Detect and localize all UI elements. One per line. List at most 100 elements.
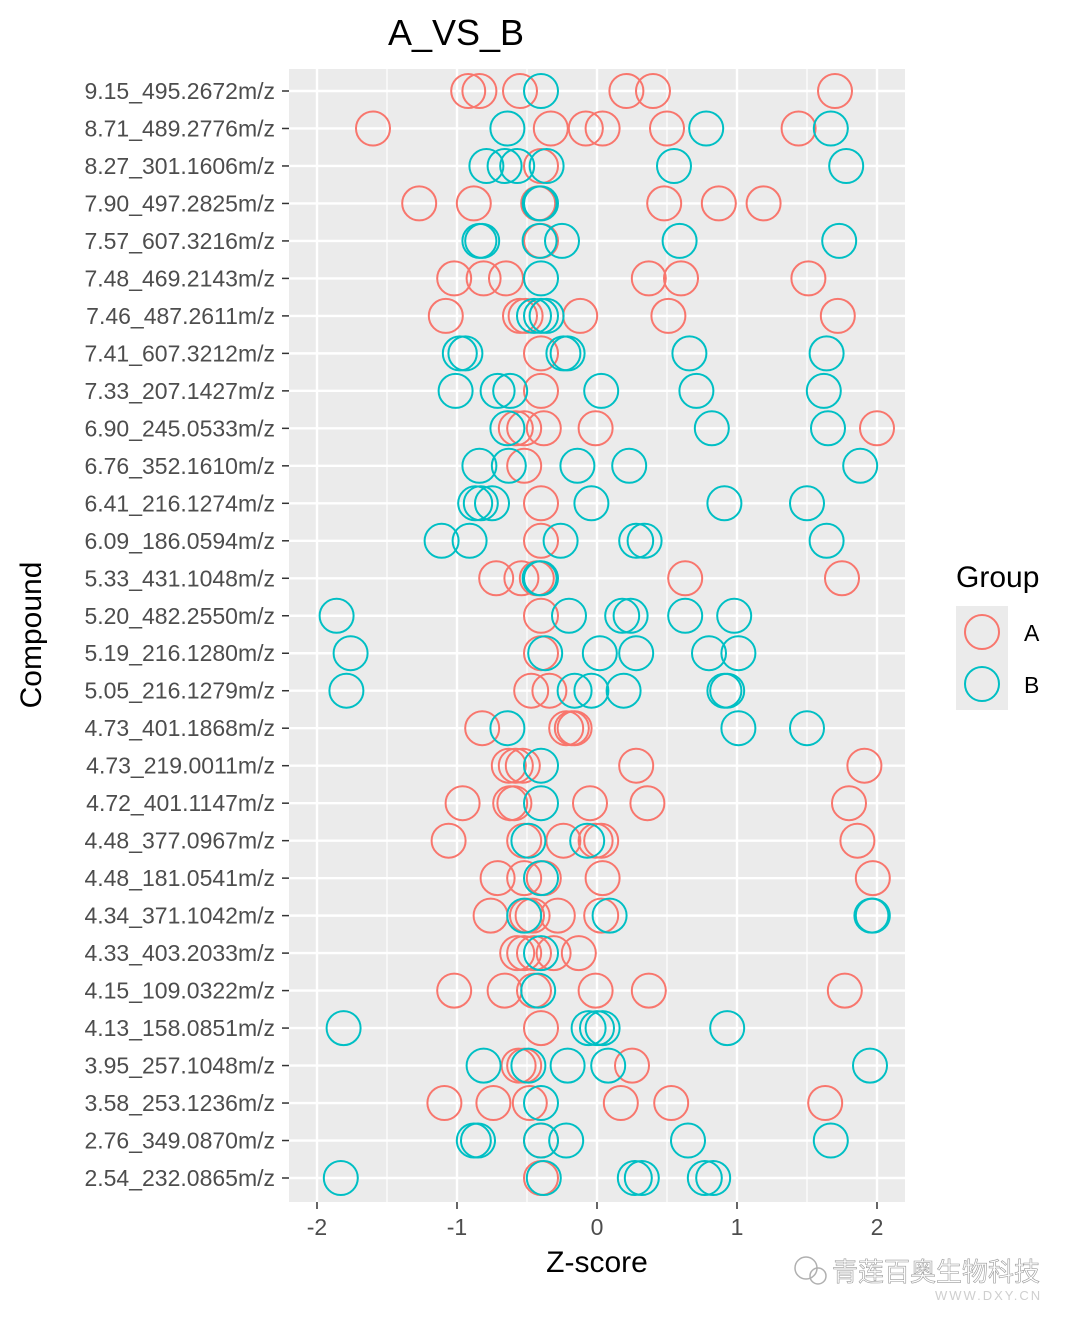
point-b bbox=[523, 935, 559, 972]
point-b bbox=[521, 222, 558, 259]
point-b bbox=[618, 635, 655, 672]
point-a bbox=[817, 73, 853, 109]
point-a bbox=[630, 972, 667, 1009]
point-a bbox=[859, 410, 895, 447]
point-a bbox=[819, 297, 856, 334]
point-b bbox=[523, 785, 559, 822]
point-b bbox=[489, 110, 526, 147]
point-a bbox=[556, 710, 593, 747]
point-b bbox=[570, 1010, 607, 1047]
point-a bbox=[846, 747, 883, 784]
point-b bbox=[605, 672, 642, 709]
point-a bbox=[523, 335, 559, 372]
point-b bbox=[523, 747, 559, 784]
point-b bbox=[328, 672, 365, 709]
legend-key-a-bg bbox=[956, 606, 1008, 658]
point-b bbox=[720, 710, 757, 747]
point-a bbox=[426, 1085, 463, 1121]
y-tick-label: 4.73_401.1868m/z bbox=[84, 715, 275, 741]
point-a bbox=[355, 110, 391, 147]
y-tick-label: 2.54_232.0865m/z bbox=[84, 1165, 275, 1191]
point-b bbox=[468, 148, 505, 184]
x-tick-label: 1 bbox=[731, 1214, 744, 1240]
y-tick-label: 4.48_181.0541m/z bbox=[84, 865, 275, 891]
y-tick-label: 4.48_377.0967m/z bbox=[84, 828, 275, 854]
y-tick-label: 7.90_497.2825m/z bbox=[84, 190, 275, 216]
point-a bbox=[478, 560, 515, 597]
point-b bbox=[556, 672, 593, 709]
y-tick-label: 4.34_371.1042m/z bbox=[84, 903, 275, 929]
point-a bbox=[475, 1085, 512, 1121]
point-b bbox=[318, 597, 355, 634]
point-a bbox=[790, 260, 827, 297]
legend-title: Group bbox=[956, 561, 1039, 594]
point-b bbox=[852, 1047, 888, 1084]
point-b bbox=[460, 1122, 496, 1159]
y-tick-label: 6.76_352.1610m/z bbox=[84, 453, 275, 479]
x-tick-label: 0 bbox=[591, 1214, 604, 1240]
point-b bbox=[810, 410, 846, 447]
point-a bbox=[831, 785, 867, 822]
point-a bbox=[577, 410, 614, 447]
point-a bbox=[535, 935, 572, 972]
y-axis-title: Compound bbox=[15, 562, 48, 709]
point-b bbox=[520, 972, 557, 1009]
point-a bbox=[531, 672, 568, 709]
point-b bbox=[437, 372, 474, 409]
point-b bbox=[474, 485, 510, 522]
y-tick-label: 5.33_431.1048m/z bbox=[84, 565, 275, 591]
legend: Group A B bbox=[956, 561, 1040, 710]
point-b bbox=[569, 822, 606, 859]
point-b bbox=[465, 1047, 502, 1084]
point-b bbox=[523, 260, 559, 297]
point-b bbox=[489, 710, 526, 747]
point-a bbox=[663, 260, 699, 297]
point-a bbox=[507, 297, 544, 334]
point-b bbox=[808, 522, 845, 559]
y-tick-label: 2.76_349.0870m/z bbox=[84, 1128, 275, 1154]
legend-label-b: B bbox=[1024, 672, 1039, 698]
point-a bbox=[824, 560, 860, 597]
point-a bbox=[826, 972, 863, 1009]
point-a bbox=[401, 185, 438, 222]
point-b bbox=[523, 1122, 559, 1159]
point-a bbox=[503, 560, 540, 597]
legend-marker-b bbox=[964, 666, 1000, 702]
point-b bbox=[332, 635, 369, 672]
point-b bbox=[709, 1010, 746, 1047]
point-b bbox=[854, 897, 891, 934]
y-tick-label: 6.09_186.0594m/z bbox=[84, 528, 275, 554]
x-tick-label: 2 bbox=[871, 1214, 884, 1240]
point-b bbox=[671, 335, 708, 372]
point-b bbox=[720, 635, 757, 672]
grid-lines bbox=[289, 69, 905, 1202]
point-a bbox=[635, 73, 671, 109]
y-tick-label: 3.58_253.1236m/z bbox=[84, 1090, 275, 1116]
point-a bbox=[427, 297, 464, 334]
point-b bbox=[325, 1010, 362, 1047]
point-b bbox=[670, 1122, 706, 1159]
point-a bbox=[618, 747, 655, 784]
point-a bbox=[513, 672, 550, 709]
point-b bbox=[489, 410, 526, 447]
point-a bbox=[584, 860, 621, 897]
legend-label-a: A bbox=[1024, 620, 1040, 646]
point-b bbox=[549, 1047, 586, 1084]
point-b bbox=[527, 635, 564, 672]
point-b bbox=[492, 372, 529, 409]
point-b bbox=[584, 1010, 621, 1047]
point-b bbox=[510, 1047, 547, 1084]
point-b bbox=[479, 372, 516, 409]
y-tick-label: 4.73_219.0011m/z bbox=[86, 753, 275, 779]
point-b bbox=[528, 297, 565, 334]
point-a bbox=[511, 1085, 548, 1121]
point-b bbox=[573, 672, 610, 709]
watermark: 青莲百奥生物科技 WWW.DXY.CN bbox=[794, 1256, 1040, 1303]
point-a bbox=[646, 185, 683, 222]
point-b bbox=[590, 1047, 627, 1084]
point-a bbox=[523, 522, 559, 559]
point-b bbox=[516, 297, 552, 334]
point-a bbox=[436, 260, 473, 297]
y-tick-label: 5.19_216.1280m/z bbox=[84, 640, 275, 666]
point-a bbox=[523, 1010, 559, 1047]
